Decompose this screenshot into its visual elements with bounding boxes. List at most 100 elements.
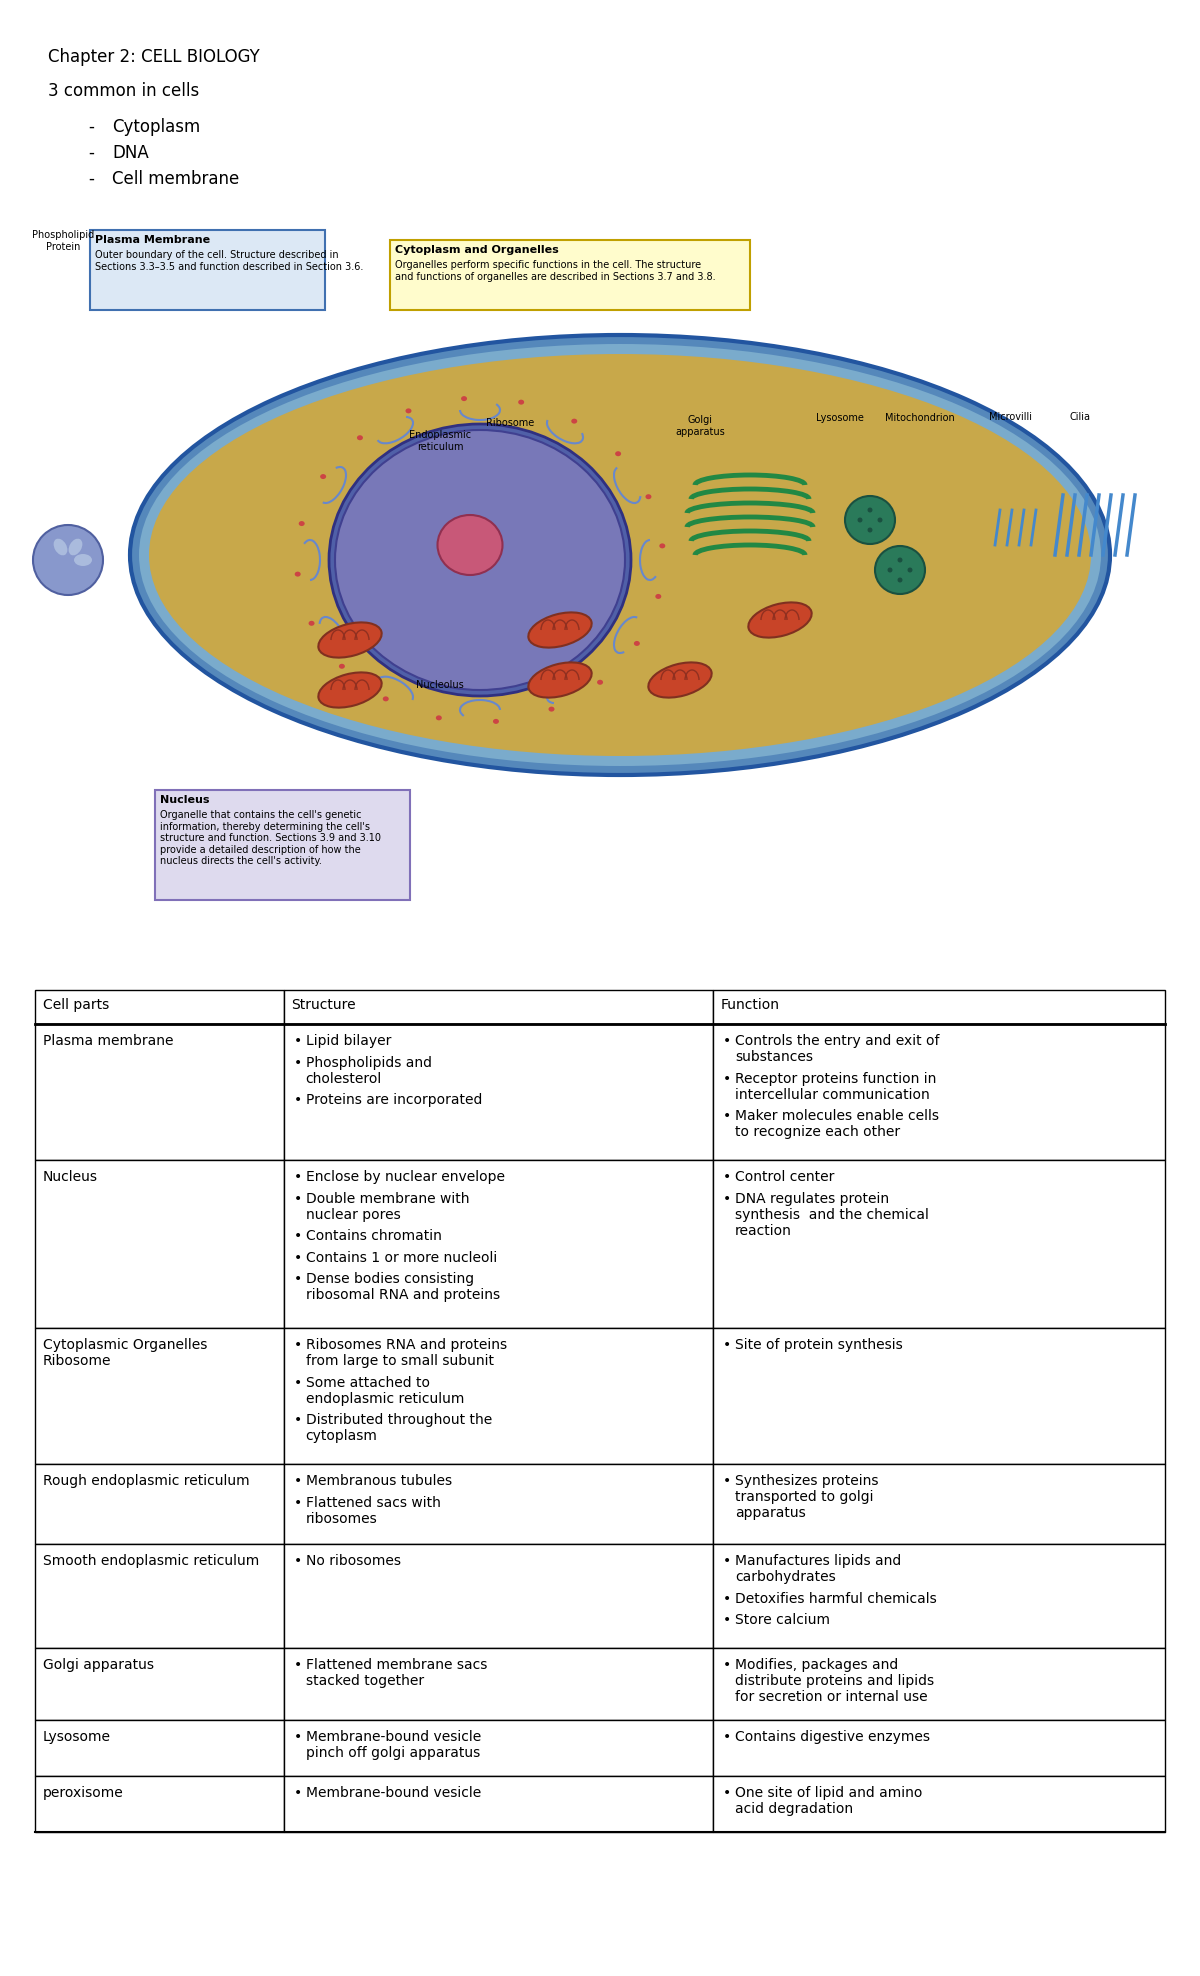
- Bar: [713, 990, 1165, 1024]
- Text: Organelles perform specific functions in the cell. The structure
and functions o: Organelles perform specific functions in…: [395, 261, 715, 283]
- Text: •: •: [722, 1071, 731, 1085]
- Text: Ribosomes RNA and proteins: Ribosomes RNA and proteins: [306, 1338, 506, 1352]
- Text: Phospholipid: Phospholipid: [32, 229, 94, 239]
- Text: Chapter 2: CELL BIOLOGY: Chapter 2: CELL BIOLOGY: [48, 47, 259, 65]
- Text: Lysosome: Lysosome: [43, 1731, 112, 1745]
- Text: •: •: [294, 1496, 302, 1510]
- FancyBboxPatch shape: [155, 790, 410, 899]
- Text: Structure: Structure: [292, 998, 356, 1012]
- Text: Ribosome: Ribosome: [486, 419, 534, 429]
- Bar: [35, 1160, 283, 1328]
- Text: Phospholipids and: Phospholipids and: [306, 1055, 432, 1069]
- Bar: [35, 990, 283, 1024]
- Ellipse shape: [356, 435, 362, 441]
- Ellipse shape: [898, 557, 902, 563]
- Text: Nucleus: Nucleus: [160, 794, 210, 804]
- Ellipse shape: [406, 409, 412, 413]
- Text: Cell membrane: Cell membrane: [112, 170, 239, 188]
- Bar: [713, 1024, 1165, 1160]
- Text: Cytoplasm and Organelles: Cytoplasm and Organelles: [395, 245, 559, 255]
- Text: Nucleus: Nucleus: [43, 1170, 98, 1184]
- Text: to recognize each other: to recognize each other: [734, 1124, 900, 1140]
- Ellipse shape: [329, 425, 631, 696]
- Bar: [35, 1464, 283, 1543]
- Text: DNA: DNA: [112, 144, 149, 162]
- Text: Cytoplasm: Cytoplasm: [112, 119, 200, 136]
- Text: nuclear pores: nuclear pores: [306, 1207, 401, 1221]
- Text: Store calcium: Store calcium: [734, 1612, 830, 1626]
- Bar: [713, 1160, 1165, 1328]
- Bar: [713, 1648, 1165, 1719]
- Ellipse shape: [149, 354, 1091, 757]
- Text: Flattened sacs with: Flattened sacs with: [306, 1496, 440, 1510]
- Text: apparatus: apparatus: [734, 1506, 805, 1520]
- Text: substances: substances: [734, 1049, 814, 1063]
- Text: •: •: [294, 1192, 302, 1205]
- Text: reaction: reaction: [734, 1223, 792, 1237]
- Text: •: •: [722, 1033, 731, 1047]
- Text: Ribosome: Ribosome: [43, 1354, 112, 1367]
- Text: synthesis  and the chemical: synthesis and the chemical: [734, 1207, 929, 1221]
- Ellipse shape: [338, 664, 344, 668]
- Text: Lysosome: Lysosome: [816, 413, 864, 423]
- Text: cytoplasm: cytoplasm: [306, 1429, 378, 1442]
- Bar: [35, 1719, 283, 1776]
- Text: Synthesizes proteins: Synthesizes proteins: [734, 1474, 878, 1488]
- Text: stacked together: stacked together: [306, 1674, 424, 1688]
- Ellipse shape: [845, 496, 895, 543]
- Text: Contains 1 or more nucleoli: Contains 1 or more nucleoli: [306, 1251, 497, 1265]
- Text: •: •: [722, 1109, 731, 1122]
- Text: •: •: [294, 1553, 302, 1569]
- Ellipse shape: [907, 567, 912, 573]
- Text: Membranous tubules: Membranous tubules: [306, 1474, 451, 1488]
- Bar: [283, 1328, 713, 1464]
- Text: Microvilli: Microvilli: [989, 413, 1032, 423]
- Bar: [283, 1160, 713, 1328]
- Text: Enclose by nuclear envelope: Enclose by nuclear envelope: [306, 1170, 505, 1184]
- Ellipse shape: [548, 707, 554, 711]
- Ellipse shape: [436, 715, 442, 721]
- Text: -: -: [88, 119, 94, 136]
- Text: •: •: [294, 1033, 302, 1047]
- Bar: [283, 1648, 713, 1719]
- Text: •: •: [294, 1055, 302, 1069]
- Text: •: •: [294, 1251, 302, 1265]
- Bar: [35, 1328, 283, 1464]
- Ellipse shape: [318, 672, 382, 707]
- Bar: [35, 209, 1165, 964]
- Text: Membrane-bound vesicle: Membrane-bound vesicle: [306, 1786, 481, 1800]
- Ellipse shape: [868, 528, 872, 532]
- Ellipse shape: [54, 539, 67, 555]
- Text: Function: Function: [721, 998, 780, 1012]
- Text: One site of lipid and amino: One site of lipid and amino: [734, 1786, 923, 1800]
- Text: •: •: [294, 1273, 302, 1286]
- Text: distribute proteins and lipids: distribute proteins and lipids: [734, 1674, 934, 1688]
- Ellipse shape: [888, 567, 893, 573]
- Text: Plasma membrane: Plasma membrane: [43, 1033, 174, 1047]
- Text: carbohydrates: carbohydrates: [734, 1571, 835, 1585]
- Text: from large to small subunit: from large to small subunit: [306, 1354, 493, 1367]
- Bar: [35, 1024, 283, 1160]
- Text: DNA regulates protein: DNA regulates protein: [734, 1192, 889, 1205]
- Bar: [283, 1024, 713, 1160]
- Text: •: •: [722, 1658, 731, 1672]
- Bar: [283, 1719, 713, 1776]
- Text: transported to golgi: transported to golgi: [734, 1490, 874, 1504]
- Text: Modifies, packages and: Modifies, packages and: [734, 1658, 899, 1672]
- Text: •: •: [722, 1170, 731, 1184]
- Text: ribosomal RNA and proteins: ribosomal RNA and proteins: [306, 1288, 499, 1302]
- Ellipse shape: [438, 516, 503, 575]
- Text: Endoplasmic
reticulum: Endoplasmic reticulum: [409, 431, 472, 453]
- Text: Some attached to: Some attached to: [306, 1375, 430, 1389]
- Bar: [283, 990, 713, 1024]
- Ellipse shape: [858, 518, 863, 522]
- Bar: [283, 1776, 713, 1832]
- Ellipse shape: [493, 719, 499, 723]
- Ellipse shape: [320, 474, 326, 478]
- Text: Organelle that contains the cell's genetic
information, thereby determining the : Organelle that contains the cell's genet…: [160, 810, 382, 865]
- Ellipse shape: [875, 545, 925, 595]
- Text: Double membrane with: Double membrane with: [306, 1192, 469, 1205]
- Ellipse shape: [528, 613, 592, 648]
- Text: Mitochondrion: Mitochondrion: [886, 413, 955, 423]
- Text: Distributed throughout the: Distributed throughout the: [306, 1413, 492, 1427]
